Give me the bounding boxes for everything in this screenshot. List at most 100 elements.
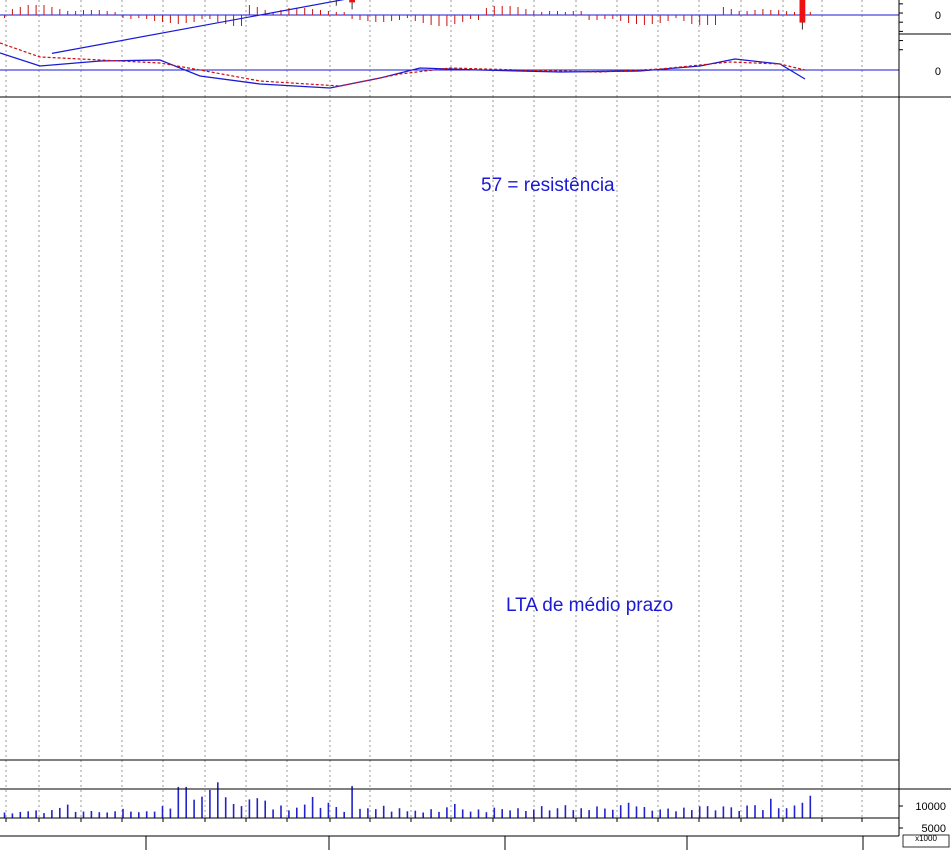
histogram-bar bbox=[715, 15, 716, 25]
price-panel bbox=[51, 0, 806, 54]
histogram-bar bbox=[501, 6, 503, 15]
histogram-bar bbox=[493, 6, 495, 15]
histogram-bar bbox=[620, 15, 622, 21]
histogram-bar bbox=[248, 5, 250, 15]
candle-body bbox=[349, 0, 356, 3]
histogram-bar bbox=[320, 10, 321, 15]
oscillator-signal-line bbox=[0, 42, 806, 87]
histogram-bar bbox=[138, 15, 140, 18]
histogram-bar bbox=[430, 15, 432, 25]
histogram-bar bbox=[312, 9, 314, 15]
histogram-bar bbox=[470, 15, 472, 19]
histogram-bar bbox=[414, 15, 416, 21]
histogram-zero-label: 0 bbox=[935, 10, 941, 22]
histogram-bar bbox=[738, 11, 740, 15]
histogram-bar bbox=[343, 12, 345, 15]
histogram-bar bbox=[628, 15, 630, 23]
histogram-bar bbox=[588, 15, 590, 20]
price-axis bbox=[899, 3, 903, 51]
histogram-bar bbox=[691, 15, 693, 24]
volume-scale-box bbox=[902, 834, 950, 848]
histogram-bar bbox=[162, 15, 163, 22]
x-axis bbox=[0, 817, 899, 850]
resistance-annotation: 57 = resistência bbox=[481, 175, 615, 196]
histogram-bar bbox=[233, 15, 235, 26]
histogram-bar bbox=[51, 7, 53, 15]
candle-101 bbox=[799, 0, 806, 30]
histogram-bar bbox=[580, 11, 582, 15]
histogram-bar bbox=[114, 12, 116, 15]
histogram-bar bbox=[446, 15, 448, 26]
histogram-bar bbox=[83, 10, 84, 15]
volume-tick-5000: 5000 bbox=[922, 823, 946, 835]
histogram-bar bbox=[612, 15, 614, 19]
histogram-bar bbox=[154, 15, 156, 21]
histogram-bar bbox=[549, 11, 551, 15]
histogram-bar bbox=[11, 9, 13, 15]
histogram-bar bbox=[193, 15, 195, 22]
histogram-bar bbox=[296, 8, 298, 15]
histogram-bar bbox=[272, 12, 274, 15]
oscillator-panel bbox=[0, 42, 899, 89]
histogram-bar bbox=[106, 11, 108, 15]
histogram-bar bbox=[533, 11, 535, 15]
histogram-bar bbox=[406, 15, 408, 18]
histogram-bar bbox=[399, 15, 400, 20]
histogram-bar bbox=[699, 15, 701, 25]
histogram-bar bbox=[509, 6, 511, 15]
oscillator-zero-label: 0 bbox=[935, 66, 941, 78]
histogram-bar bbox=[27, 5, 29, 15]
oscillator-line bbox=[0, 52, 806, 89]
histogram-bar bbox=[454, 15, 456, 24]
histogram-bar bbox=[67, 11, 69, 15]
histogram-bar bbox=[557, 11, 558, 15]
vertical-grid bbox=[5, 0, 863, 818]
histogram-bar bbox=[4, 15, 5, 18]
histogram-bar bbox=[335, 12, 337, 15]
histogram-bar bbox=[478, 15, 479, 20]
histogram-bar bbox=[177, 15, 179, 24]
histogram-bar bbox=[75, 11, 77, 15]
histogram-bar bbox=[375, 15, 377, 22]
histogram-bar bbox=[130, 15, 132, 19]
histogram-panel bbox=[0, 5, 899, 26]
histogram-bar bbox=[762, 9, 764, 15]
histogram-bar bbox=[359, 15, 361, 20]
histogram-bar bbox=[35, 5, 37, 15]
histogram-bar bbox=[596, 15, 598, 20]
histogram-bar bbox=[122, 15, 124, 18]
candle-body bbox=[799, 0, 806, 23]
histogram-bar bbox=[786, 11, 788, 15]
histogram-bar bbox=[517, 7, 519, 15]
histogram-bar bbox=[146, 15, 148, 19]
histogram-bar bbox=[225, 15, 227, 24]
histogram-bar bbox=[778, 10, 780, 15]
histogram-bar bbox=[683, 15, 685, 21]
histogram-bar bbox=[770, 10, 772, 15]
histogram-bar bbox=[636, 15, 637, 24]
trendline-annotation: LTA de médio prazo bbox=[506, 595, 673, 616]
histogram-bar bbox=[746, 11, 748, 15]
volume-tick-10000: 10000 bbox=[915, 801, 946, 813]
histogram-bar bbox=[659, 15, 661, 23]
histogram-bar bbox=[667, 15, 669, 21]
histogram-bar bbox=[809, 12, 811, 15]
histogram-bar bbox=[256, 7, 258, 15]
histogram-bar bbox=[604, 15, 606, 19]
histogram-bar bbox=[794, 12, 795, 15]
histogram-bar bbox=[572, 11, 574, 15]
histogram-bar bbox=[564, 12, 566, 15]
histogram-bar bbox=[391, 15, 393, 21]
histogram-bar bbox=[351, 15, 353, 19]
histogram-bar bbox=[217, 15, 219, 22]
histogram-bar bbox=[462, 15, 464, 22]
histogram-bar bbox=[722, 7, 724, 15]
histogram-bar bbox=[367, 15, 369, 21]
histogram-bar bbox=[59, 9, 61, 15]
histogram-bar bbox=[651, 15, 653, 24]
volume-scale-label: x1000 bbox=[915, 834, 937, 843]
histogram-bar bbox=[485, 8, 487, 15]
